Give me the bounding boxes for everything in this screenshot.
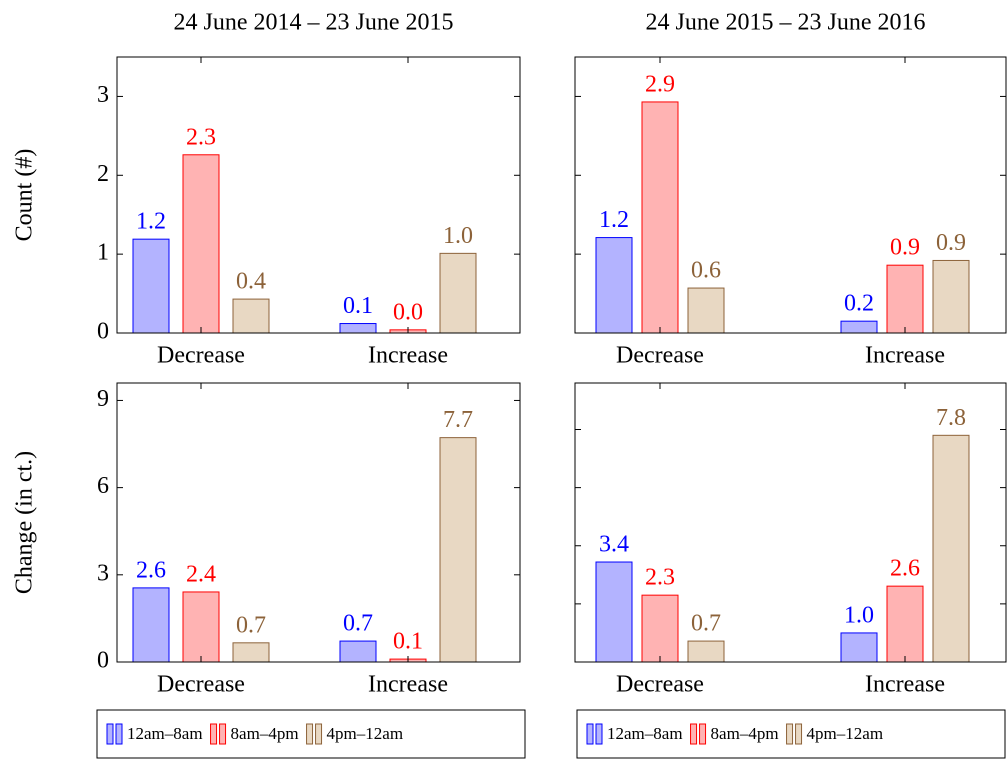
value-label: 1.2: [599, 207, 629, 233]
legend-swatch: [106, 723, 114, 745]
x-tick-label: Decrease: [157, 672, 245, 698]
bar: [339, 640, 377, 663]
legend-label: 8am–4pm: [711, 724, 779, 743]
x-tick-label: Decrease: [616, 672, 704, 698]
legend-label: 12am–8am: [127, 724, 203, 743]
value-label: 0.7: [691, 611, 721, 637]
bar: [641, 594, 679, 663]
y-tick-label: 9: [97, 386, 109, 412]
bar: [182, 154, 220, 334]
bar: [687, 640, 725, 663]
value-label: 0.7: [343, 611, 373, 637]
bar: [182, 591, 220, 663]
value-label: 7.8: [936, 405, 966, 431]
legend-label: 8am–4pm: [231, 724, 299, 743]
x-tick-label: Decrease: [616, 343, 704, 369]
value-label: 1.2: [136, 209, 166, 235]
bar: [932, 434, 970, 663]
y-tick-label: 3: [97, 560, 109, 586]
legend-swatch: [315, 723, 323, 745]
y-tick-label: 2: [97, 161, 109, 187]
legend-swatch: [210, 723, 218, 745]
value-label: 2.6: [136, 557, 166, 583]
legend-swatch: [115, 723, 123, 745]
value-label: 0.9: [890, 235, 920, 261]
legend-swatch: [690, 723, 698, 745]
chart-title: 24 June 2014 – 23 June 2015: [174, 10, 454, 36]
bar: [439, 437, 477, 663]
y-tick-label: 1: [97, 240, 109, 266]
legend-label: 4pm–12am: [327, 724, 404, 743]
legend-swatch: [219, 723, 227, 745]
y-axis-label: Count (#): [12, 149, 38, 242]
legend-swatch: [595, 723, 603, 745]
bar: [840, 632, 878, 663]
y-tick-label: 0: [97, 319, 109, 345]
value-label: 3.4: [599, 532, 629, 558]
legend-swatch: [699, 723, 707, 745]
bar: [232, 642, 270, 663]
bar: [886, 585, 924, 663]
bar: [132, 587, 170, 663]
value-label: 0.9: [936, 230, 966, 256]
value-label: 7.7: [443, 407, 473, 433]
bar: [595, 561, 633, 663]
y-tick-label: 0: [97, 648, 109, 674]
plot-frame: [116, 382, 521, 663]
legend-label: 12am–8am: [607, 724, 683, 743]
value-label: 1.0: [443, 223, 473, 249]
bar: [840, 320, 878, 334]
chart-title: 24 June 2015 – 23 June 2016: [646, 10, 926, 36]
legend-swatch: [306, 723, 314, 745]
x-tick-label: Increase: [368, 672, 448, 698]
value-label: 0.6: [691, 258, 721, 284]
value-label: 2.3: [645, 565, 675, 591]
value-label: 0.4: [236, 269, 266, 295]
x-tick-label: Increase: [865, 672, 945, 698]
legend-label: 4pm–12am: [807, 724, 884, 743]
plot-frame: [574, 56, 1007, 334]
value-label: 1.0: [844, 602, 874, 628]
y-axis-label: Change (in ct.): [12, 451, 38, 594]
legend-swatch: [786, 723, 794, 745]
value-label: 0.0: [393, 299, 423, 325]
bar: [687, 287, 725, 334]
value-label: 0.7: [236, 612, 266, 638]
value-label: 0.1: [393, 629, 423, 655]
value-label: 0.1: [343, 293, 373, 319]
x-tick-label: Increase: [368, 343, 448, 369]
value-label: 2.9: [645, 71, 675, 97]
value-label: 2.6: [890, 556, 920, 582]
bar: [232, 298, 270, 334]
value-label: 2.4: [186, 561, 216, 587]
value-label: 0.2: [844, 291, 874, 317]
value-label: 2.3: [186, 124, 216, 150]
bar: [595, 237, 633, 334]
bar: [886, 264, 924, 334]
bar: [132, 238, 170, 334]
plot-frame: [116, 56, 521, 334]
bar: [932, 259, 970, 334]
plot-frame: [574, 382, 1007, 663]
y-tick-label: 6: [97, 473, 109, 499]
x-tick-label: Increase: [865, 343, 945, 369]
bar: [439, 252, 477, 334]
bar: [641, 101, 679, 334]
legend-swatch: [795, 723, 803, 745]
legend-swatch: [586, 723, 594, 745]
bar: [339, 323, 377, 334]
x-tick-label: Decrease: [157, 343, 245, 369]
y-tick-label: 3: [97, 82, 109, 108]
